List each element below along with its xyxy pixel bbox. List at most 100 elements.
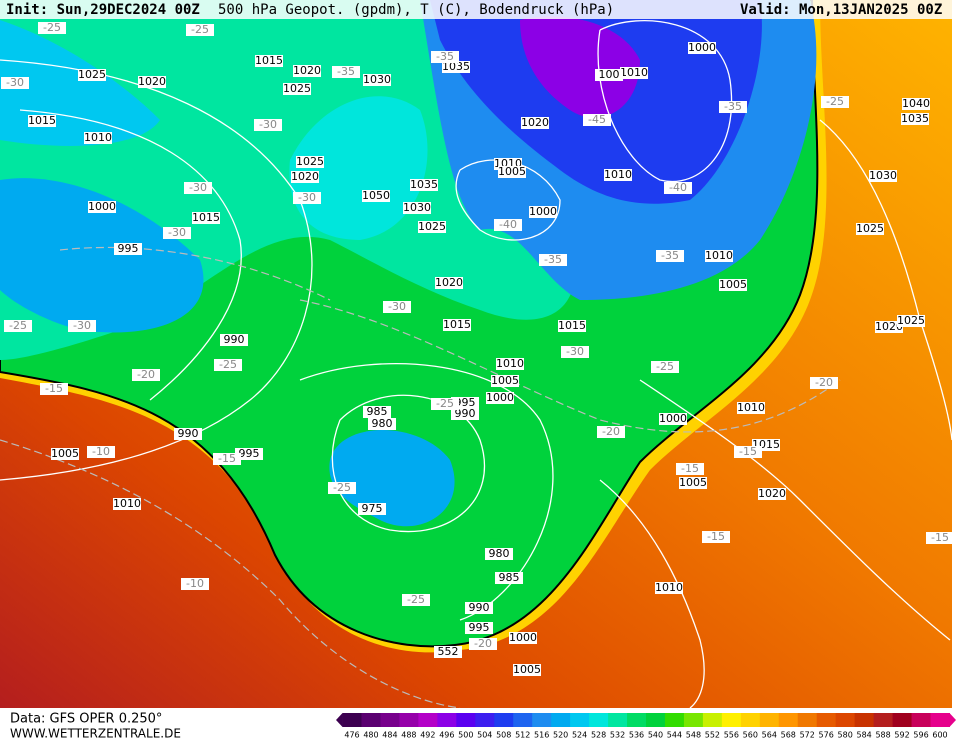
pressure-label: 1025 bbox=[78, 68, 106, 81]
temperature-label-box bbox=[676, 463, 704, 475]
pressure-label: 1015 bbox=[255, 54, 283, 67]
temperature-label-box bbox=[651, 361, 679, 373]
pressure-label-box bbox=[78, 69, 106, 81]
colorbar-swatch bbox=[816, 713, 837, 727]
pressure-label: 1000 bbox=[688, 41, 716, 54]
temperature-label: -20 bbox=[137, 368, 155, 381]
colorbar-arrow bbox=[336, 713, 343, 727]
temperature-label-box bbox=[87, 446, 115, 458]
colorbar-swatch bbox=[627, 713, 647, 727]
pressure-label-box bbox=[758, 488, 786, 500]
pressure-label: 1030 bbox=[363, 73, 391, 86]
pressure-label-box bbox=[513, 664, 541, 676]
temperature-label-box bbox=[181, 578, 209, 590]
temperature-label: -35 bbox=[436, 50, 454, 63]
pressure-label: 1015 bbox=[558, 319, 586, 332]
pressure-label: 985 bbox=[499, 571, 520, 584]
temperature-label: -25 bbox=[436, 397, 454, 410]
temperature-label: -35 bbox=[724, 100, 742, 113]
temperature-label-box bbox=[656, 250, 684, 262]
colorbar-label: 500 bbox=[458, 731, 473, 740]
pressure-label: 1025 bbox=[856, 222, 884, 235]
pressure-label-box bbox=[443, 319, 471, 331]
colorbar-swatch bbox=[513, 713, 533, 727]
pressure-label-box bbox=[465, 622, 493, 634]
colorbar-label: 588 bbox=[875, 731, 890, 740]
pressure-label: 1000 bbox=[88, 200, 116, 213]
pressure-label-box bbox=[498, 166, 526, 178]
colorbar-label: 560 bbox=[743, 731, 758, 740]
temperature-label: -15 bbox=[45, 382, 63, 395]
colorbar-swatch bbox=[797, 713, 818, 727]
map-title: 500 hPa Geopot. (gpdm), T (C), Bodendruc… bbox=[218, 2, 614, 18]
pressure-label-box bbox=[620, 67, 648, 79]
pressure-label: 1035 bbox=[410, 178, 438, 191]
blue-region bbox=[0, 20, 160, 146]
pressure-label: 1010 bbox=[84, 131, 112, 144]
pressure-label-box bbox=[688, 42, 716, 54]
temperature-label-box bbox=[402, 594, 430, 606]
temperature-label-box bbox=[561, 346, 589, 358]
temperature-label-box bbox=[494, 219, 522, 231]
pressure-label: 990 bbox=[469, 601, 490, 614]
low-core bbox=[329, 430, 455, 527]
pressure-label: 1005 bbox=[51, 447, 79, 460]
temperature-label-box bbox=[1, 77, 29, 89]
colorbar-swatch bbox=[683, 713, 704, 727]
temperature-label: -35 bbox=[661, 249, 679, 262]
pressure-label: 1020 bbox=[875, 320, 903, 333]
colorbar-label: 564 bbox=[762, 731, 777, 740]
pressure-label-box bbox=[84, 132, 112, 144]
temperature-label: -35 bbox=[337, 65, 355, 78]
temperature-label-box bbox=[186, 24, 214, 36]
temperature-label-box bbox=[539, 254, 567, 266]
pressure-label-box bbox=[486, 392, 514, 404]
colorbar-swatch bbox=[835, 713, 856, 727]
colorbar-swatch bbox=[911, 713, 932, 727]
pressure-label: 1025 bbox=[897, 314, 925, 327]
pressure-label: 1035 bbox=[901, 112, 929, 125]
colorbar-label: 576 bbox=[819, 731, 834, 740]
pressure-label: 1035 bbox=[442, 60, 470, 73]
pressure-label-box bbox=[495, 572, 523, 584]
pressure-label: 980 bbox=[372, 417, 393, 430]
colorbar-swatch bbox=[342, 713, 362, 727]
greenland bbox=[289, 96, 428, 240]
pressure-label-box bbox=[856, 223, 884, 235]
colorbar-swatch bbox=[380, 713, 400, 727]
pressure-label: 1010 bbox=[620, 66, 648, 79]
temperature-label-box bbox=[926, 532, 954, 544]
colorbar-label: 532 bbox=[610, 731, 625, 740]
temperature-label-box bbox=[213, 453, 241, 465]
temperature-label: -30 bbox=[189, 181, 207, 194]
colorbar-swatch bbox=[475, 713, 495, 727]
temperature-label: -30 bbox=[259, 118, 277, 131]
colorbar-swatch bbox=[437, 713, 457, 727]
temperature-label-box bbox=[328, 482, 356, 494]
pressure-label-box bbox=[291, 171, 319, 183]
colorbar-swatch bbox=[646, 713, 666, 727]
pressure-label: 1040 bbox=[902, 97, 930, 110]
temperature-label-box bbox=[68, 320, 96, 332]
colorbar-label: 556 bbox=[724, 731, 739, 740]
pressure-label: 1020 bbox=[521, 116, 549, 129]
pressure-label: 995 bbox=[455, 396, 476, 409]
temperature-label-box bbox=[431, 51, 459, 63]
pressure-label-box bbox=[174, 428, 202, 440]
pressure-label: 995 bbox=[118, 242, 139, 255]
pressure-label: 1030 bbox=[403, 201, 431, 214]
pressure-label: 1005 bbox=[679, 476, 707, 489]
pressure-label-box bbox=[88, 201, 116, 213]
pressure-label-box bbox=[192, 212, 220, 224]
pressure-label: 100 bbox=[599, 68, 620, 81]
colorbar-swatch bbox=[532, 713, 552, 727]
colorbar-swatch bbox=[778, 713, 799, 727]
colorbar-label: 484 bbox=[382, 731, 397, 740]
pressure-label: 1025 bbox=[283, 82, 311, 95]
temperature-label: -30 bbox=[298, 191, 316, 204]
pressure-label: 1020 bbox=[435, 276, 463, 289]
colorbar-swatch bbox=[759, 713, 780, 727]
temperature-label: -30 bbox=[6, 76, 24, 89]
map: 1025102010151010100099510159909909951005… bbox=[0, 0, 954, 709]
pressure-label: 1000 bbox=[486, 391, 514, 404]
